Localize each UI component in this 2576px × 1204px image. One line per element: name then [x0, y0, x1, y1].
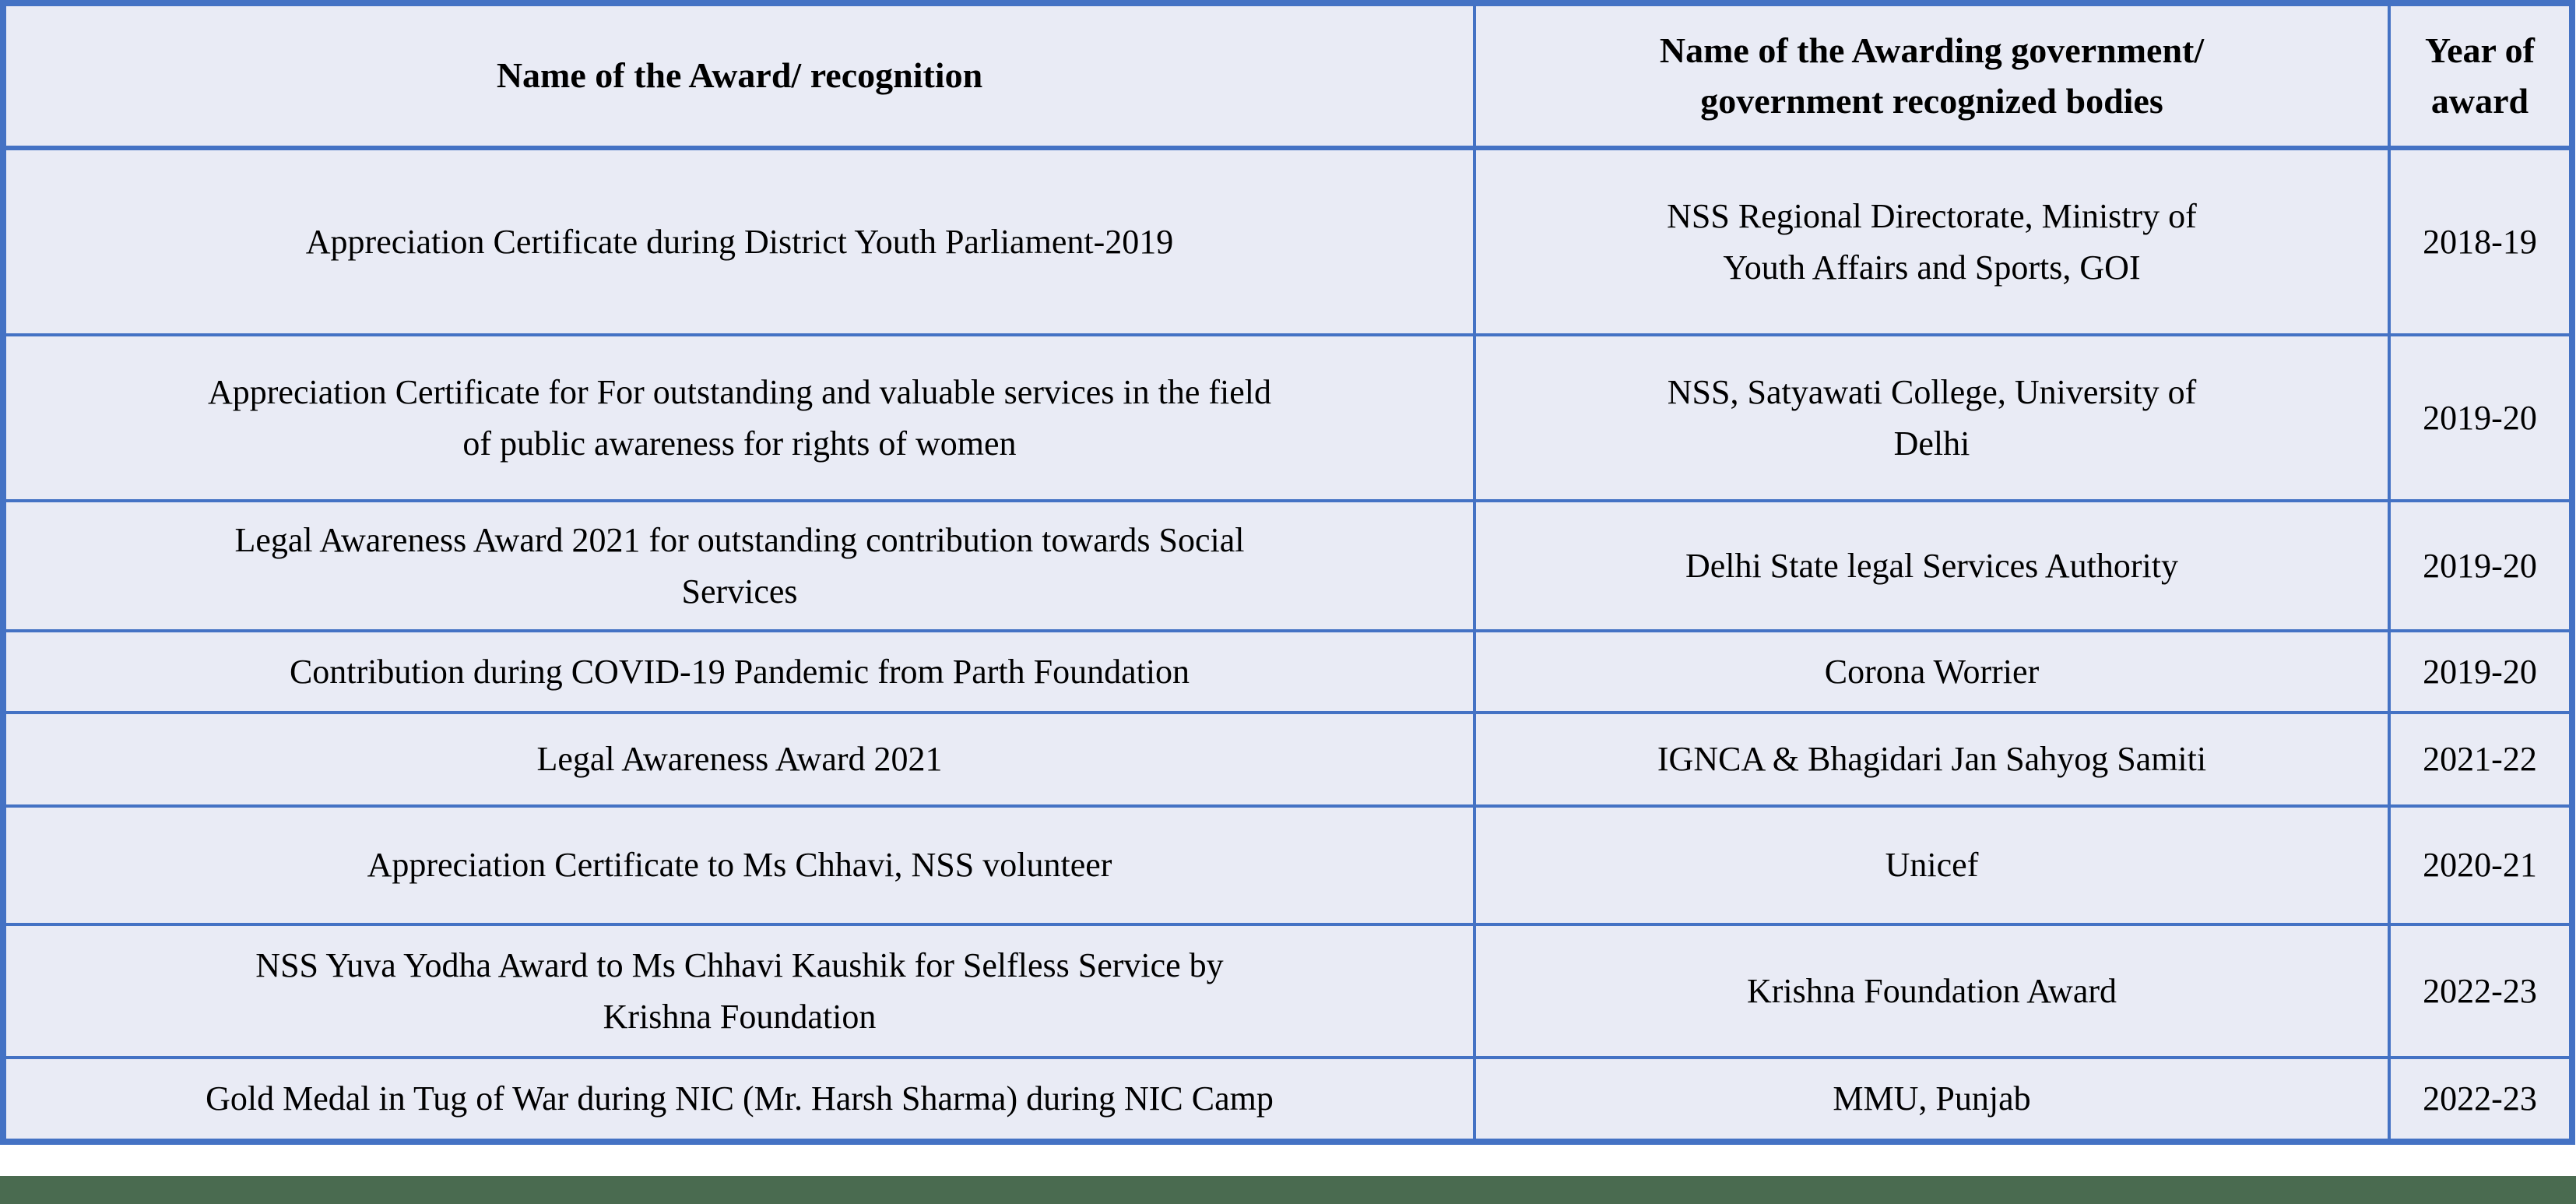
header-row: Name of the Award/ recognition Name of t… — [2, 2, 2574, 150]
table-row: Legal Awareness Award 2021 for outstandi… — [2, 499, 2574, 632]
table-row: Gold Medal in Tug of War during NIC (Mr.… — [2, 1056, 2574, 1143]
award-cell: Contribution during COVID-19 Pandemic fr… — [2, 629, 1476, 714]
award-cell: Gold Medal in Tug of War during NIC (Mr.… — [2, 1056, 1476, 1143]
year-cell: 2022-23 — [2388, 923, 2574, 1059]
award-cell: Appreciation Certificate to Ms Chhavi, N… — [2, 804, 1476, 926]
table-row: Contribution during COVID-19 Pandemic fr… — [2, 629, 2574, 714]
header-year: Year of award — [2388, 2, 2574, 150]
body-cell: Delhi State legal Services Authority — [1473, 499, 2391, 632]
body-cell: IGNCA & Bhagidari Jan Sahyog Samiti — [1473, 711, 2391, 808]
year-cell: 2018-19 — [2388, 146, 2574, 336]
award-cell: Legal Awareness Award 2021 — [2, 711, 1476, 808]
body-cell: Corona Worrier — [1473, 629, 2391, 714]
body-cell: Unicef — [1473, 804, 2391, 926]
award-cell: NSS Yuva Yodha Award to Ms Chhavi Kaushi… — [2, 923, 1476, 1059]
header-award-name: Name of the Award/ recognition — [2, 2, 1476, 150]
awards-table-body: Appreciation Certificate during District… — [2, 146, 2574, 1143]
body-cell: Krishna Foundation Award — [1473, 923, 2391, 1059]
body-cell: MMU, Punjab — [1473, 1056, 2391, 1143]
awards-table: Name of the Award/ recognition Name of t… — [0, 0, 2575, 1145]
body-cell: NSS Regional Directorate, Ministry of Yo… — [1473, 146, 2391, 336]
body-cell: NSS, Satyawati College, University of De… — [1473, 333, 2391, 502]
table-row: Appreciation Certificate during District… — [2, 146, 2574, 336]
award-cell: Appreciation Certificate during District… — [2, 146, 1476, 336]
awards-table-header: Name of the Award/ recognition Name of t… — [2, 2, 2574, 150]
year-cell: 2019-20 — [2388, 333, 2574, 502]
table-row: Appreciation Certificate for For outstan… — [2, 333, 2574, 502]
year-cell: 2021-22 — [2388, 711, 2574, 808]
table-row: Appreciation Certificate to Ms Chhavi, N… — [2, 804, 2574, 926]
year-cell: 2020-21 — [2388, 804, 2574, 926]
header-awarding-body: Name of the Awarding government/ governm… — [1473, 2, 2391, 150]
bottom-strip — [0, 1176, 2576, 1204]
year-cell: 2022-23 — [2388, 1056, 2574, 1143]
award-cell: Legal Awareness Award 2021 for outstandi… — [2, 499, 1476, 632]
table-row: NSS Yuva Yodha Award to Ms Chhavi Kaushi… — [2, 923, 2574, 1059]
year-cell: 2019-20 — [2388, 629, 2574, 714]
year-cell: 2019-20 — [2388, 499, 2574, 632]
award-cell: Appreciation Certificate for For outstan… — [2, 333, 1476, 502]
table-row: Legal Awareness Award 2021 IGNCA & Bhagi… — [2, 711, 2574, 808]
